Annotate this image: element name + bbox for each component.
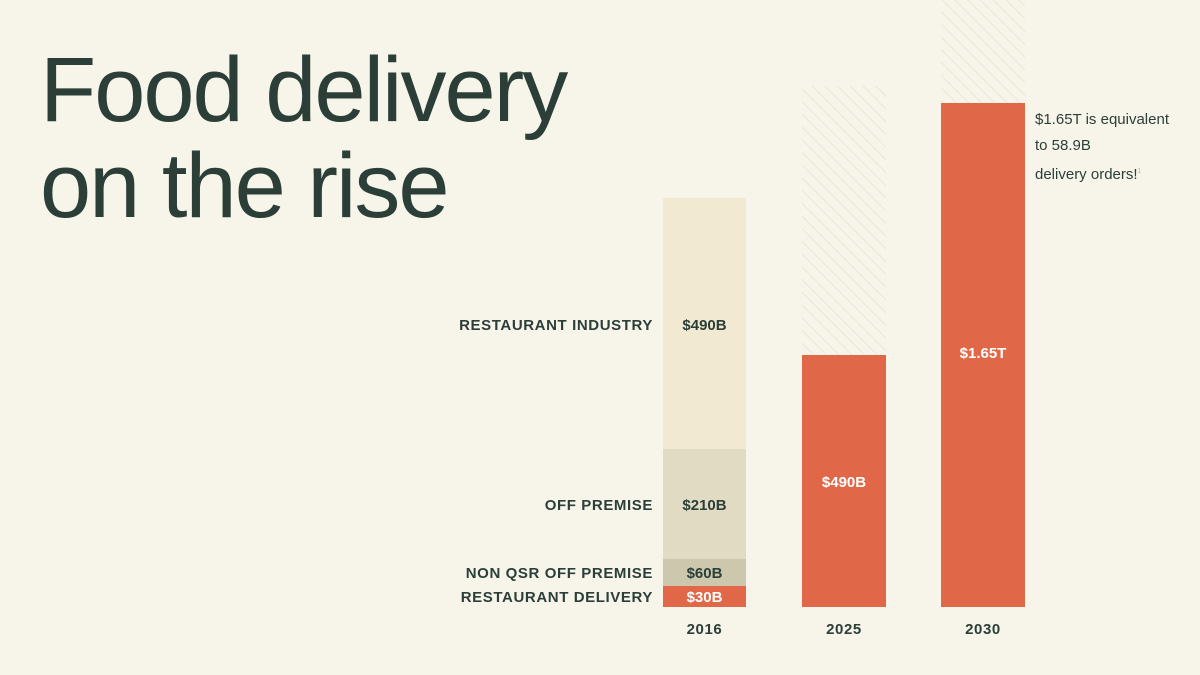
x-tick-2016: 2016 [687, 621, 723, 638]
title-line-1: Food delivery [40, 39, 568, 141]
footnote-marker: 1 [1137, 168, 1142, 175]
value-label-2030: $1.65T [960, 345, 1007, 362]
note-line-3-text: delivery orders! [1035, 166, 1138, 183]
page-title: Food delivery on the rise [40, 39, 568, 237]
segment-label-restaurant-industry: RESTAURANT INDUSTRY [459, 317, 653, 334]
segment-label-non-qsr-off-premise: NON QSR OFF PREMISE [466, 565, 653, 582]
value-label-non-qsr-off-premise: $60B [687, 565, 723, 582]
segment-label-off-premise: OFF PREMISE [545, 497, 653, 514]
value-label-restaurant-delivery: $30B [687, 589, 723, 606]
bar-2016-restaurant-industry [663, 198, 746, 449]
hatch-bar-2025 [802, 86, 886, 356]
value-label-2025: $490B [822, 474, 866, 491]
note-line-3: delivery orders!1 [1035, 159, 1195, 188]
value-label-off-premise: $210B [682, 497, 726, 514]
x-tick-2025: 2025 [826, 621, 862, 638]
x-tick-2030: 2030 [965, 621, 1001, 638]
segment-label-restaurant-delivery: RESTAURANT DELIVERY [461, 589, 653, 606]
value-label-restaurant-industry: $490B [682, 317, 726, 334]
note-line-1: $1.65T is equivalent [1035, 111, 1169, 128]
hatch-bar-2030 [941, 0, 1025, 104]
title-line-2: on the rise [40, 135, 450, 237]
bar-2030-delivery [941, 103, 1025, 607]
bar-2016-non-qsr-off-premise [663, 559, 746, 586]
bar-2016-off-premise [663, 449, 746, 559]
annotation-note: $1.65T is equivalent to 58.9B delivery o… [1035, 107, 1195, 188]
bar-2016-restaurant-delivery [663, 586, 746, 607]
bar-2025-delivery [802, 355, 886, 607]
note-line-2: to 58.9B [1035, 137, 1091, 154]
